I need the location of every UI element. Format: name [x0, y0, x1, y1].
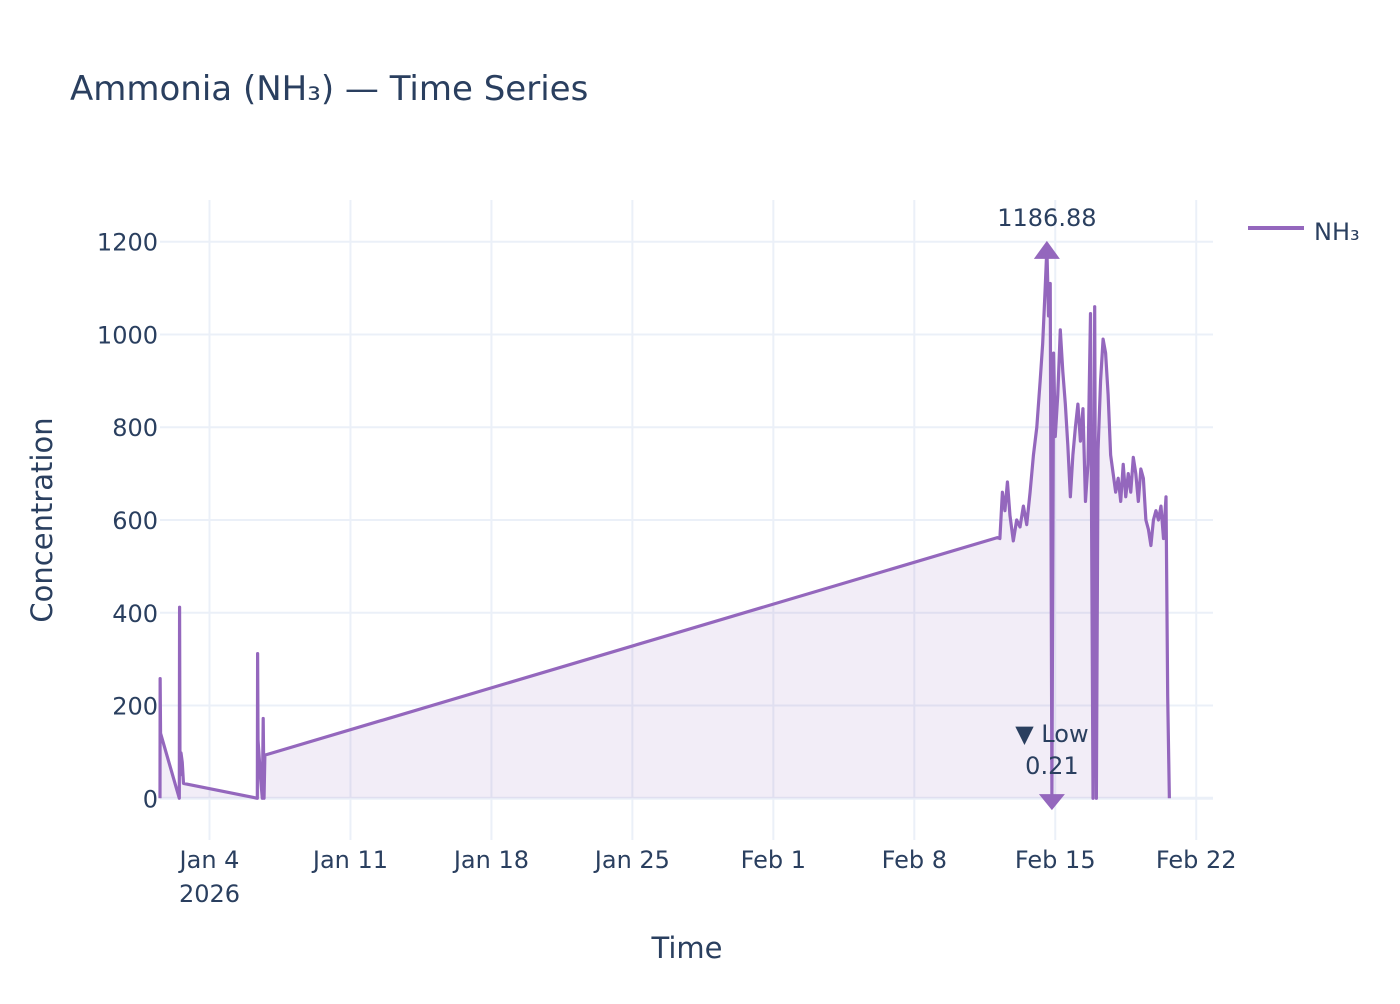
y-tick-label: 0	[143, 785, 158, 813]
max-annotation-label: 1186.88	[997, 204, 1096, 232]
line-layer	[158, 246, 1171, 800]
min-annotation-value: 0.21	[1025, 752, 1078, 780]
y-tick-label: 400	[112, 600, 158, 628]
x-tick-label: Jan 18	[452, 846, 529, 874]
y-tick-label: 1200	[97, 229, 158, 257]
x-axis-ticks: Jan 4 2026 Jan 11 Jan 18 Jan 25 Feb 1 Feb 8 Feb…	[178, 846, 1237, 908]
x-tick-label: Jan 4	[178, 846, 240, 874]
series-line-0	[158, 246, 1171, 800]
x-tick-label: Jan 25	[593, 846, 670, 874]
chart-title: Ammonia (NH₃) — Time Series	[70, 69, 588, 109]
x-tick-sublabel: 2026	[179, 880, 240, 908]
y-tick-label: 1000	[97, 321, 158, 349]
x-axis-title: Time	[651, 931, 723, 965]
x-tick-label: Jan 11	[311, 846, 388, 874]
max-marker-triangle	[1033, 240, 1060, 259]
legend-label-nh3[interactable]: NH₃	[1314, 218, 1360, 246]
x-tick-label: Feb 22	[1156, 846, 1237, 874]
y-axis-title: Concentration	[25, 417, 59, 622]
annotations: 1186.88 ▼ Low 0.21	[997, 204, 1096, 811]
min-marker-triangle	[1038, 794, 1065, 811]
x-tick-label: Feb 8	[882, 846, 947, 874]
x-tick-label: Feb 1	[741, 846, 806, 874]
series-area-0	[160, 247, 1170, 799]
y-tick-label: 800	[112, 414, 158, 442]
area-layer	[160, 247, 1170, 799]
y-axis-ticks: 0 200 400 600 800 1000 1200	[97, 229, 158, 814]
legend[interactable]: NH₃	[1248, 218, 1360, 246]
x-tick-label: Feb 15	[1015, 846, 1096, 874]
y-tick-label: 200	[112, 693, 158, 721]
y-tick-label: 600	[112, 507, 158, 535]
min-annotation-title: ▼ Low	[1015, 720, 1088, 748]
